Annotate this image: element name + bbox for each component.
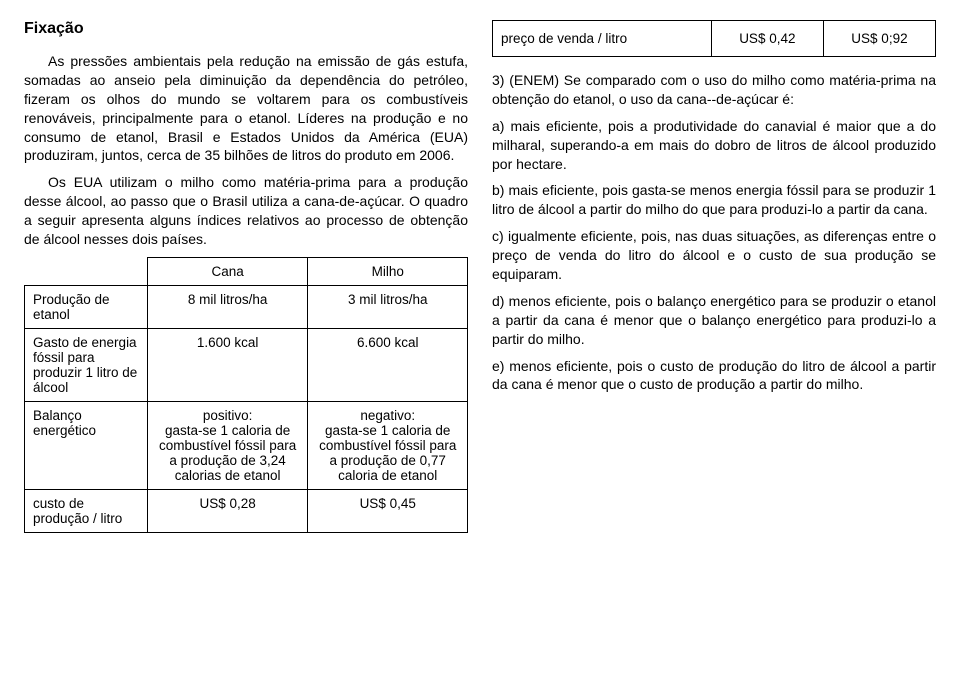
- price-label: preço de venda / litro: [493, 21, 712, 57]
- price-table: preço de venda / litro US$ 0,42 US$ 0;92: [492, 20, 936, 57]
- price-value-2: US$ 0;92: [823, 21, 935, 57]
- option-e: e) menos eficiente, pois o custo de prod…: [492, 357, 936, 395]
- comparison-table: Cana Milho Produção de etanol 8 mil litr…: [24, 257, 468, 533]
- table-row: Cana Milho: [25, 257, 468, 285]
- row-label: custo de produção / litro: [25, 489, 148, 532]
- col-header-milho: Milho: [308, 257, 468, 285]
- option-b: b) mais eficiente, pois gasta-se menos e…: [492, 181, 936, 219]
- row-label: Balanço energético: [25, 401, 148, 489]
- paragraph-2: Os EUA utilizam o milho como matéria-pri…: [24, 173, 468, 249]
- cell-cana: 8 mil litros/ha: [147, 285, 308, 328]
- option-c: c) igualmente eficiente, pois, nas duas …: [492, 227, 936, 284]
- empty-cell: [25, 257, 148, 285]
- col-header-cana: Cana: [147, 257, 308, 285]
- option-d: d) menos eficiente, pois o balanço energ…: [492, 292, 936, 349]
- option-a: a) mais eficiente, pois a produtividade …: [492, 117, 936, 174]
- cell-milho: US$ 0,45: [308, 489, 468, 532]
- paragraph-1: As pressões ambientais pela redução na e…: [24, 52, 468, 165]
- left-column: Fixação As pressões ambientais pela redu…: [24, 20, 468, 533]
- right-column: preço de venda / litro US$ 0,42 US$ 0;92…: [492, 20, 936, 533]
- cell-milho: 3 mil litros/ha: [308, 285, 468, 328]
- row-label: Gasto de energia fóssil para produzir 1 …: [25, 328, 148, 401]
- cell-cana: 1.600 kcal: [147, 328, 308, 401]
- price-value-1: US$ 0,42: [711, 21, 823, 57]
- question-stem: 3) (ENEM) Se comparado com o uso do milh…: [492, 71, 936, 109]
- cell-cana: US$ 0,28: [147, 489, 308, 532]
- cell-cana: positivo: gasta-se 1 caloria de combustí…: [147, 401, 308, 489]
- table-row: Gasto de energia fóssil para produzir 1 …: [25, 328, 468, 401]
- table-row: custo de produção / litro US$ 0,28 US$ 0…: [25, 489, 468, 532]
- row-label: Produção de etanol: [25, 285, 148, 328]
- table-row: preço de venda / litro US$ 0,42 US$ 0;92: [493, 21, 936, 57]
- table-row: Produção de etanol 8 mil litros/ha 3 mil…: [25, 285, 468, 328]
- table-row: Balanço energético positivo: gasta-se 1 …: [25, 401, 468, 489]
- cell-milho: negativo: gasta-se 1 caloria de combustí…: [308, 401, 468, 489]
- section-title: Fixação: [24, 20, 468, 38]
- two-column-layout: Fixação As pressões ambientais pela redu…: [24, 20, 936, 533]
- cell-milho: 6.600 kcal: [308, 328, 468, 401]
